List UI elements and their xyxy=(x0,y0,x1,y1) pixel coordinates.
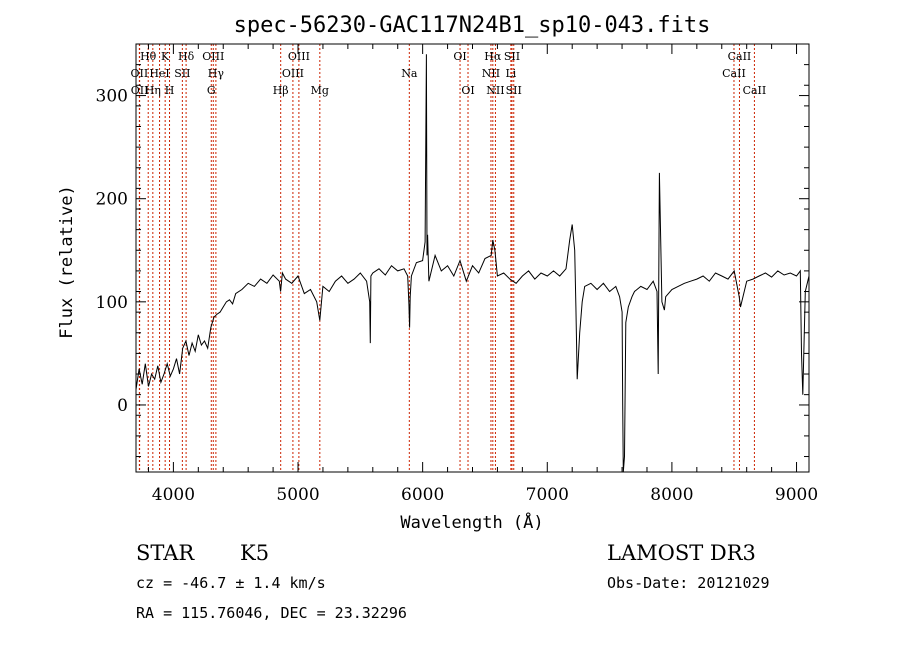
line-label: HeI xyxy=(149,67,169,80)
line-label: OIII xyxy=(282,67,304,80)
y-tick-label: 0 xyxy=(117,396,128,416)
line-label: CaII xyxy=(743,84,767,97)
axis-ticks: 4000 5000 6000 7000 8000 9000 0 100 200 300 xyxy=(96,44,818,505)
line-label: CaII xyxy=(722,67,746,80)
x-tick-label: 9000 xyxy=(775,485,818,505)
line-label: CaII xyxy=(728,50,752,63)
survey-name: LAMOST DR3 xyxy=(607,541,756,565)
object-subclass: K5 xyxy=(240,541,269,565)
x-tick-label: 5000 xyxy=(276,485,319,505)
line-label: Hδ xyxy=(178,50,195,63)
x-tick-label: 4000 xyxy=(152,485,195,505)
line-label: OII xyxy=(131,67,149,80)
y-tick-label: 100 xyxy=(96,293,128,313)
x-axis-label: Wavelength (Å) xyxy=(400,511,543,533)
line-label: OIII xyxy=(202,50,224,63)
line-label: OI xyxy=(461,84,474,97)
line-label: OIII xyxy=(288,50,310,63)
line-label: OI xyxy=(453,50,466,63)
line-label: SII xyxy=(506,84,522,97)
line-label: Hη xyxy=(145,84,161,97)
line-label: SII xyxy=(174,67,190,80)
line-label: Mg xyxy=(311,84,329,97)
redshift-velocity: cz = -46.7 ± 1.4 km/s xyxy=(136,574,326,592)
line-label: Na xyxy=(401,67,418,80)
y-tick-label: 300 xyxy=(96,87,128,107)
y-tick-label: 200 xyxy=(96,190,128,210)
line-label: NII xyxy=(486,84,504,97)
line-label: Hα xyxy=(484,50,502,63)
line-label: G xyxy=(207,84,216,97)
chart-title: spec-56230-GAC117N24B1_sp10-043.fits xyxy=(234,13,711,38)
spectral-line-markers xyxy=(138,44,755,472)
object-type: STAR xyxy=(136,541,195,565)
observation-date: Obs-Date: 20121029 xyxy=(607,574,770,592)
line-label: Hβ xyxy=(273,84,289,97)
line-label: H xyxy=(165,84,175,97)
plot-frame xyxy=(135,43,810,473)
line-label: NII xyxy=(482,67,500,80)
line-label: SII xyxy=(504,50,520,63)
line-label: Li xyxy=(505,67,516,80)
line-label: K xyxy=(161,50,170,63)
spectrum-line xyxy=(135,54,810,473)
coordinates: RA = 115.76046, DEC = 23.32296 xyxy=(136,604,407,622)
line-label: Hγ xyxy=(208,67,225,80)
x-tick-label: 8000 xyxy=(650,485,693,505)
x-tick-label: 7000 xyxy=(526,485,569,505)
line-label: Hθ xyxy=(140,50,157,63)
y-axis-label: Flux (relative) xyxy=(57,185,77,339)
x-tick-label: 6000 xyxy=(401,485,444,505)
line-label: OII xyxy=(131,84,149,97)
